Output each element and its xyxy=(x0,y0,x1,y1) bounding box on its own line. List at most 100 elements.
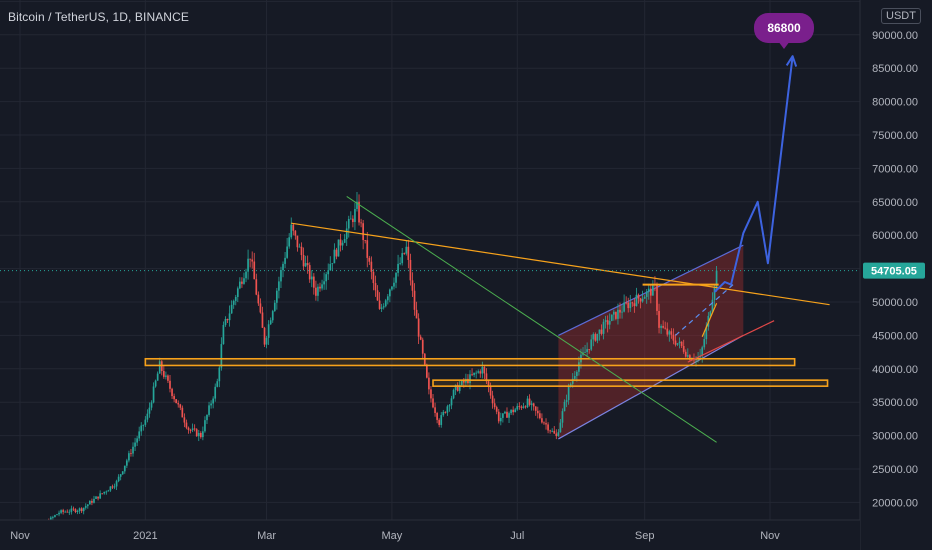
candle-body xyxy=(547,424,549,431)
candle-body xyxy=(672,334,675,341)
candle-body xyxy=(224,318,227,325)
y-tick-label: 45000.00 xyxy=(872,330,918,342)
candle-body xyxy=(72,508,75,510)
y-tick-label: 25000.00 xyxy=(872,464,918,476)
candle-body xyxy=(446,406,449,413)
candle-body xyxy=(115,481,118,487)
candle-body xyxy=(469,374,471,384)
candle-body xyxy=(516,406,519,410)
candle-body xyxy=(434,407,436,413)
candle-body xyxy=(674,340,677,345)
x-tick-label: Nov xyxy=(760,530,780,542)
y-tick-label: 50000.00 xyxy=(872,297,918,309)
candle-body xyxy=(315,287,317,296)
candle-body xyxy=(257,294,260,304)
candle-body xyxy=(187,427,190,430)
candle-body xyxy=(421,339,424,354)
candle-body xyxy=(82,507,85,512)
y-tick-label: 35000.00 xyxy=(872,397,918,409)
candle-body xyxy=(91,501,93,503)
candle-body xyxy=(352,218,354,223)
candle-body xyxy=(138,431,141,439)
candle-body xyxy=(479,371,482,374)
candle-body xyxy=(234,296,237,301)
currency-button[interactable]: USDT xyxy=(881,8,921,24)
candle-body xyxy=(458,385,461,391)
candle-body xyxy=(709,311,712,316)
candle-body xyxy=(502,413,504,418)
candle-body xyxy=(290,224,293,238)
candle-body xyxy=(448,405,451,407)
candle-body xyxy=(493,403,496,408)
candle-body xyxy=(222,324,225,345)
candle-body xyxy=(253,261,256,280)
candle-body xyxy=(543,422,545,424)
candle-body xyxy=(271,311,274,321)
candle-body xyxy=(382,306,385,308)
y-tick-label: 80000.00 xyxy=(872,97,918,109)
candle-body xyxy=(323,281,325,285)
candle-body xyxy=(302,255,305,267)
candle-body xyxy=(140,425,143,432)
candle-body xyxy=(701,347,704,356)
candle-body xyxy=(191,428,194,431)
candle-body xyxy=(177,403,180,405)
candle-body xyxy=(74,509,77,513)
candle-body xyxy=(325,274,328,282)
candle-body xyxy=(647,288,650,292)
symbol-title: Bitcoin / TetherUS, 1D, BINANCE xyxy=(8,10,189,24)
candle-body xyxy=(481,366,484,374)
candle-body xyxy=(99,493,101,499)
candle-body xyxy=(391,286,393,290)
candle-body xyxy=(608,320,611,325)
candle-body xyxy=(627,302,630,309)
candle-body xyxy=(70,508,73,512)
candle-body xyxy=(563,401,566,412)
candle-body xyxy=(304,263,307,267)
candle-body xyxy=(575,371,578,376)
candle-body xyxy=(364,240,367,241)
y-tick-label: 30000.00 xyxy=(872,431,918,443)
candle-body xyxy=(206,414,208,421)
candle-body xyxy=(247,258,249,272)
x-tick-label: 2021 xyxy=(133,530,157,542)
candle-body xyxy=(520,406,523,408)
candle-body xyxy=(637,294,640,299)
candle-body xyxy=(134,442,136,447)
candle-body xyxy=(615,311,617,319)
candle-body xyxy=(456,384,459,391)
candle-body xyxy=(442,411,445,416)
candle-body xyxy=(452,389,455,399)
candle-body xyxy=(506,411,508,418)
candle-body xyxy=(66,511,69,513)
candle-body xyxy=(397,263,399,273)
candle-body xyxy=(239,281,241,289)
candle-body xyxy=(545,423,547,425)
candle-body xyxy=(512,409,515,413)
candle-body xyxy=(263,327,266,345)
candle-body xyxy=(189,429,192,431)
candle-body xyxy=(125,460,128,466)
candle-body xyxy=(214,386,217,399)
candle-body xyxy=(333,249,336,264)
candle-body xyxy=(428,377,430,390)
candle-body xyxy=(425,364,428,378)
target-bubble-pointer xyxy=(778,41,790,49)
y-tick-label: 65000.00 xyxy=(872,197,918,209)
candle-body xyxy=(399,263,401,264)
candle-body xyxy=(658,310,660,328)
candle-body xyxy=(349,218,352,220)
candle-body xyxy=(76,510,79,513)
candle-body xyxy=(220,344,223,368)
candle-body xyxy=(510,409,512,414)
candle-body xyxy=(487,381,490,388)
resistance-line xyxy=(291,222,830,306)
candle-body xyxy=(567,386,570,401)
candle-body xyxy=(504,411,506,414)
candle-body xyxy=(80,508,83,512)
candle-body xyxy=(684,351,687,357)
candle-body xyxy=(629,302,632,309)
y-tick-label: 40000.00 xyxy=(872,364,918,376)
candle-body xyxy=(483,366,486,374)
